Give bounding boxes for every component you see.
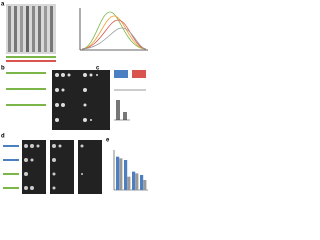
bar [140,175,144,190]
panel-label: a [1,2,5,8]
bar [135,173,139,190]
bar [119,158,123,190]
panel-d-spots [3,140,102,194]
panel-a-gel [6,4,56,62]
panel-label: b [1,66,5,72]
bar [127,176,131,190]
bar [124,160,128,190]
figure: a b c d e [1,2,148,194]
panel-a-plot [79,8,148,51]
panel-c-schematic [114,70,146,121]
bar [116,156,120,190]
panel-b-spots [6,70,110,130]
bar [132,171,136,190]
panel-label: d [1,134,5,140]
panel-label: e [106,138,110,144]
bar [143,180,147,190]
panel-label: c [96,66,100,72]
